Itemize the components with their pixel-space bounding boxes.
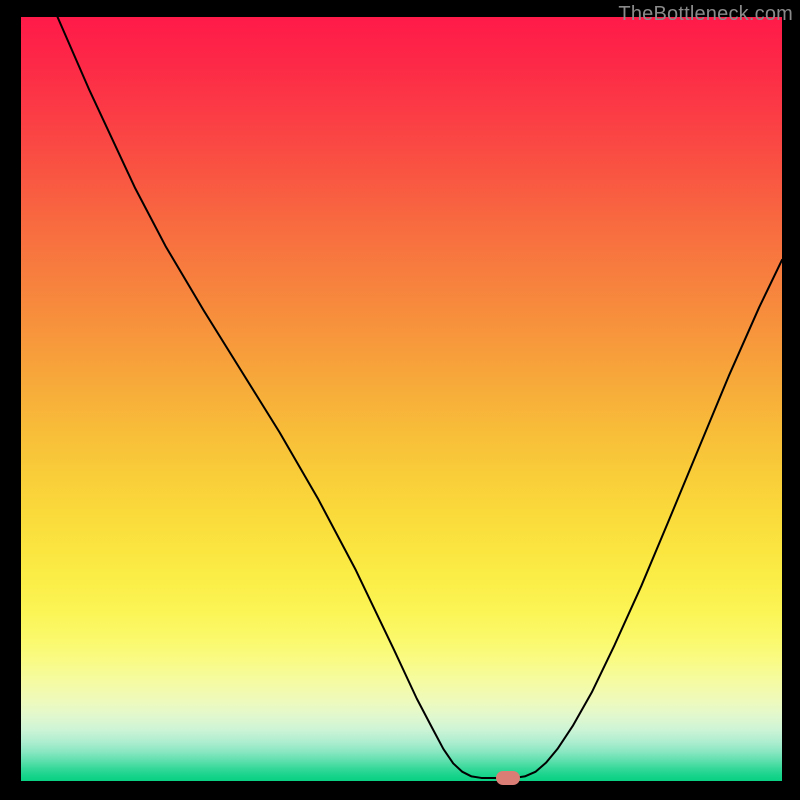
- plot-area: [21, 17, 782, 781]
- chart-frame: TheBottleneck.com: [0, 0, 800, 800]
- curve-min-marker: [496, 771, 520, 785]
- bottleneck-curve: [58, 17, 782, 778]
- watermark-text: TheBottleneck.com: [618, 3, 793, 26]
- curve-layer: [21, 17, 782, 781]
